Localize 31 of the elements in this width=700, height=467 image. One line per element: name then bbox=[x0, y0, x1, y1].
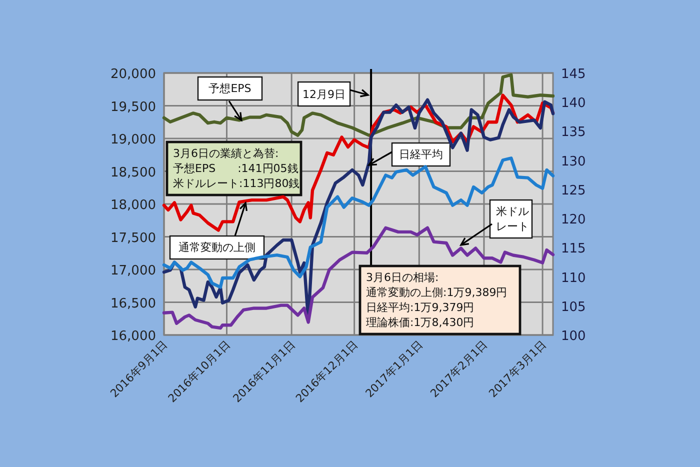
annotation: 予想EPS :141円05銭 bbox=[173, 162, 298, 175]
y2-tick-label: 145 bbox=[561, 67, 586, 82]
y-tick-label: 17,500 bbox=[110, 230, 156, 246]
y-tick-label: 20,000 bbox=[110, 67, 156, 82]
y-tick-label: 19,000 bbox=[110, 132, 156, 148]
annotation: 米ドルレート bbox=[496, 205, 529, 233]
annotation: 米ドルレート:113円80銭 bbox=[173, 177, 300, 190]
y2-tick-label: 100 bbox=[561, 329, 586, 344]
annotation: 通常変動の上側:1万9,389円 bbox=[366, 286, 508, 299]
y-tick-label: 18,500 bbox=[110, 165, 156, 180]
annotation: 通常変動の上側 bbox=[178, 241, 256, 254]
y-tick-label: 16,500 bbox=[110, 296, 156, 312]
annotation: 理論株価:1万8,430円 bbox=[366, 316, 474, 329]
annotation: 日経平均 bbox=[399, 148, 443, 161]
y-tick-label: 16,000 bbox=[110, 329, 156, 344]
y2-tick-label: 130 bbox=[561, 154, 586, 170]
y2-tick-label: 135 bbox=[561, 125, 586, 140]
y2-tick-label: 120 bbox=[561, 212, 586, 228]
annotation: 日経平均:1万9,379円 bbox=[366, 301, 474, 314]
y-tick-label: 17,000 bbox=[110, 264, 156, 278]
y-tick-label: 19,500 bbox=[110, 100, 156, 115]
y2-tick-label: 115 bbox=[561, 242, 586, 257]
annotation: 3月6日の相場: bbox=[366, 271, 439, 284]
y2-tick-label: 140 bbox=[561, 96, 586, 112]
y-tick-label: 18,000 bbox=[110, 198, 156, 213]
ref-line-label: 12月9日 bbox=[302, 88, 346, 101]
annotation: 3月6日の業績と為替: bbox=[173, 147, 279, 160]
y2-tick-label: 105 bbox=[561, 300, 586, 315]
annotation: 予想EPS bbox=[208, 82, 252, 95]
y2-tick-label: 110 bbox=[561, 270, 586, 286]
y2-tick-label: 125 bbox=[561, 183, 586, 198]
